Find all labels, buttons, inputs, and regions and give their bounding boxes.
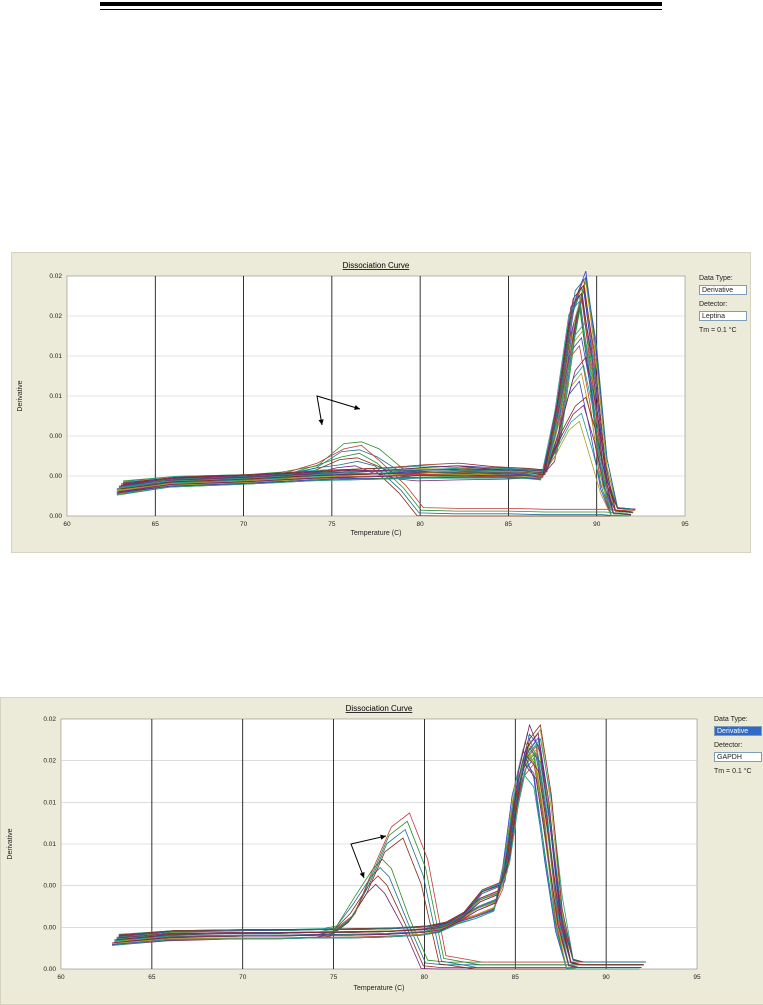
series-line	[118, 737, 646, 963]
dissociation-chart-1: Dissociation Curve 0.00 0.00 0.00 0.01 0.01 0.…	[17, 261, 689, 537]
data-type-label: Data Type:	[699, 275, 733, 282]
x-axis-label: Temperature (C)	[351, 530, 402, 537]
y-tick-label: 0.00	[43, 883, 56, 890]
y-tick-label: 0.01	[49, 353, 62, 360]
detector-select[interactable]: GAPDH	[714, 752, 762, 762]
series-line	[118, 292, 632, 516]
y-tick-label: 0.00	[49, 513, 62, 520]
arrow-head-icon	[380, 834, 386, 840]
x-tick-label: 90	[603, 974, 611, 981]
y-tick-label: 0.02	[49, 273, 62, 280]
y-axis-label: Derivative	[7, 828, 14, 859]
detector-label: Detector:	[699, 301, 728, 308]
y-tick-label: 0.01	[43, 841, 56, 848]
y-tick-label: 0.00	[43, 966, 56, 973]
header-rule-thick	[100, 2, 662, 6]
tm-readout: Tm = 0.1 °C	[714, 768, 752, 775]
series-line	[120, 404, 634, 513]
y-tick-label: 0.02	[49, 313, 62, 320]
x-tick-label: 65	[152, 521, 160, 528]
x-tick-label: 85	[505, 521, 513, 528]
x-tick-label: 95	[693, 974, 701, 981]
series-line	[118, 747, 646, 963]
chart-panel-2: Dissociation Curve 0.00 0.00 0.00 0.01 0.01 0.…	[0, 697, 763, 1005]
x-tick-label: 75	[330, 974, 338, 981]
y-tick-label: 0.00	[49, 473, 62, 480]
series-line	[112, 772, 640, 970]
header-rule-thin	[100, 9, 662, 10]
chart-title: Dissociation Curve	[346, 704, 413, 713]
y-tick-label: 0.00	[43, 924, 56, 931]
series-line	[114, 740, 642, 969]
y-tick-label: 0.02	[43, 716, 56, 723]
arrow-head-icon	[354, 404, 360, 410]
series-line	[116, 732, 644, 966]
side-panel-2: Data Type: Derivative Detector: GAPDH Tm…	[714, 716, 762, 775]
tm-readout: Tm = 0.1 °C	[699, 327, 737, 334]
arrow-head-icon	[359, 872, 365, 878]
y-tick-label: 0.00	[49, 433, 62, 440]
series-line	[114, 763, 642, 969]
series-line	[116, 300, 629, 517]
y-tick-label: 0.01	[43, 799, 56, 806]
series-line	[116, 420, 629, 517]
arrow-head-icon	[318, 419, 324, 425]
detector-label: Detector:	[714, 742, 743, 749]
series-line	[118, 412, 632, 516]
data-type-select[interactable]: Derivative	[699, 285, 747, 295]
arrow-annotation-icon	[316, 395, 361, 426]
series-line	[123, 444, 636, 511]
data-type-select[interactable]: Derivative	[714, 726, 762, 736]
y-axis-label: Derivative	[17, 380, 24, 411]
x-tick-label: 75	[328, 521, 336, 528]
x-tick-label: 70	[239, 974, 247, 981]
data-type-label: Data Type:	[714, 716, 748, 723]
series-group	[112, 723, 646, 970]
series-group	[116, 270, 636, 517]
series-line	[116, 380, 629, 517]
y-tick-label: 0.02	[43, 758, 56, 765]
x-tick-label: 65	[148, 974, 156, 981]
series-line	[123, 396, 636, 510]
x-tick-label: 80	[417, 521, 425, 528]
x-tick-label: 80	[421, 974, 429, 981]
chart-panel-1: Dissociation Curve 0.00 0.00 0.00 0.01 0.01 0.…	[11, 252, 751, 553]
series-line	[116, 755, 644, 966]
x-tick-label: 85	[512, 974, 520, 981]
x-tick-label: 60	[63, 521, 71, 528]
detector-select[interactable]: Leptina	[699, 311, 747, 321]
x-tick-label: 60	[57, 974, 65, 981]
series-line	[123, 276, 636, 510]
y-tick-label: 0.01	[49, 393, 62, 400]
x-tick-label: 90	[593, 521, 601, 528]
x-tick-label: 70	[240, 521, 248, 528]
arrow-annotation-icon	[350, 835, 387, 879]
series-line	[112, 749, 640, 970]
x-tick-label: 95	[681, 521, 689, 528]
series-line	[120, 284, 634, 513]
series-line	[118, 724, 646, 963]
side-panel-1: Data Type: Derivative Detector: Leptina …	[699, 275, 747, 334]
chart-title: Dissociation Curve	[343, 261, 410, 270]
x-axis-label: Temperature (C)	[354, 985, 405, 992]
dissociation-chart-2: Dissociation Curve 0.00 0.00 0.00 0.01 0.01 0.…	[7, 704, 701, 992]
